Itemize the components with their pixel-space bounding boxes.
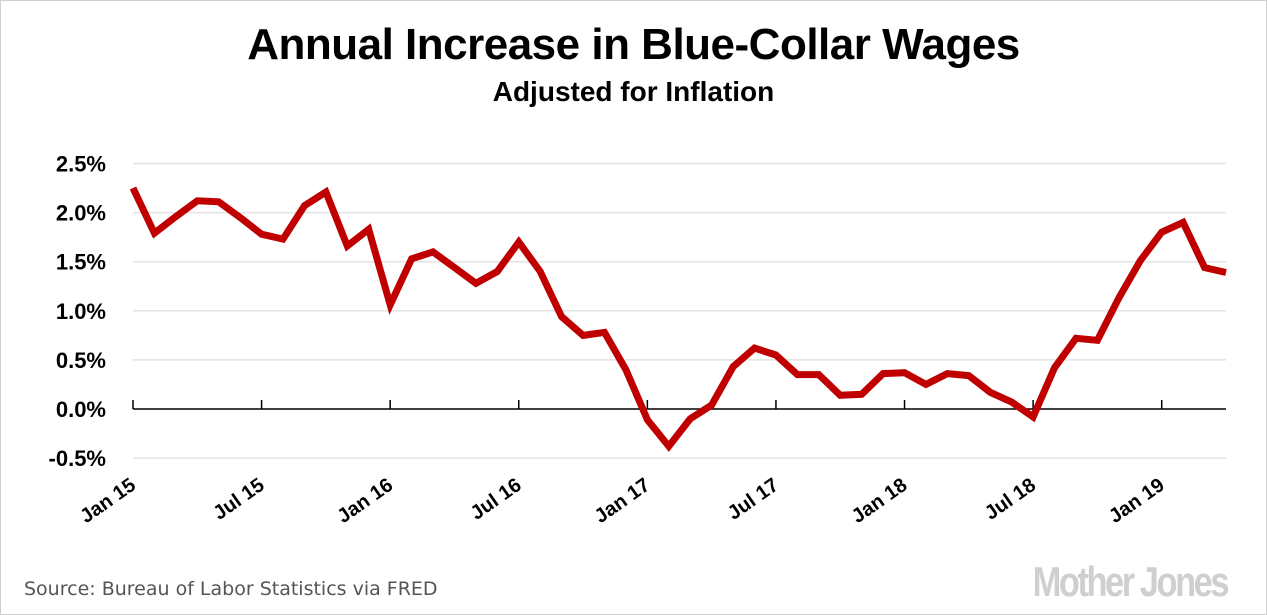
series-line xyxy=(129,186,1227,452)
chart-title: Annual Increase in Blue-Collar Wages xyxy=(247,20,1020,69)
chart-subtitle: Adjusted for Inflation xyxy=(492,76,775,107)
x-tick-label: Jul 15 xyxy=(209,474,268,525)
mother-jones-logo: Mother Jones xyxy=(1032,558,1230,605)
y-axis-ticks: 2.5% 2.0% 1.5% 1.0% 0.5% 0.0% -0.5% xyxy=(49,152,106,472)
x-tick-label: Jan 17 xyxy=(591,474,655,528)
y-tick-label: 2.5% xyxy=(56,152,106,177)
x-tick-label: Jul 16 xyxy=(467,474,526,525)
x-tick-label: Jan 15 xyxy=(76,474,140,528)
x-tick-label: Jan 18 xyxy=(848,474,912,528)
y-tick-label: 1.5% xyxy=(56,250,106,275)
gridlines xyxy=(133,162,1226,459)
source-note: Source: Bureau of Labor Statistics via F… xyxy=(24,578,438,600)
series-layer xyxy=(129,186,1227,452)
x-tick-label: Jan 16 xyxy=(333,474,397,528)
x-tick-label: Jul 17 xyxy=(724,474,783,525)
y-tick-label: 2.0% xyxy=(56,201,106,226)
y-tick-label: 0.0% xyxy=(56,397,106,422)
x-tick-label: Jul 18 xyxy=(981,474,1040,525)
y-tick-label: -0.5% xyxy=(49,446,106,471)
y-tick-label: 1.0% xyxy=(56,299,106,324)
y-tick-label: 0.5% xyxy=(56,348,106,373)
x-tick-label: Jan 19 xyxy=(1105,474,1169,528)
